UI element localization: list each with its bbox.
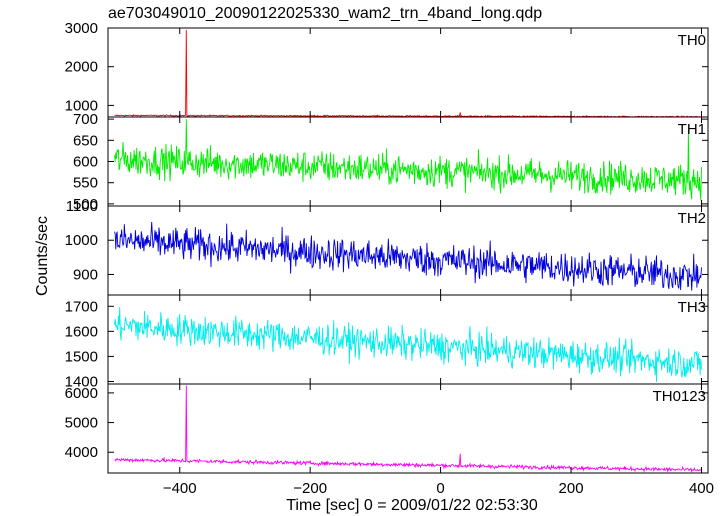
x-axis-label: Time [sec] 0 = 2009/01/22 02:53:30 bbox=[286, 497, 538, 514]
series-line-th1 bbox=[114, 119, 702, 201]
y-tick-label: 600 bbox=[73, 154, 98, 171]
panel-th1: 500 550 600 650 700 TH1 bbox=[73, 111, 709, 213]
y-tick-label: 1100 bbox=[66, 198, 98, 215]
y-tick-label: 1000 bbox=[65, 97, 98, 114]
y-tick-label: 1000 bbox=[65, 232, 98, 249]
x-tick-label: −400 bbox=[163, 480, 197, 497]
series-line-th3 bbox=[114, 307, 702, 382]
y-tick-label: 3000 bbox=[65, 20, 98, 37]
panel-th0123: 4000 5000 6000 TH0123 bbox=[65, 383, 709, 474]
chart-title: ae703049010_20090122025330_wam2_trn_4ban… bbox=[108, 5, 542, 22]
panel-th0: 1000 2000 3000 TH0 bbox=[65, 20, 709, 119]
y-tick-label: 1700 bbox=[65, 298, 98, 315]
y-tick-label: 650 bbox=[73, 132, 98, 149]
y-tick-label: 4000 bbox=[65, 444, 98, 461]
panel-label: TH0123 bbox=[653, 388, 706, 405]
y-tick-label: 700 bbox=[73, 111, 98, 128]
series-line-th0 bbox=[114, 29, 702, 119]
panel-label: TH1 bbox=[678, 121, 706, 138]
y-tick-label: 1600 bbox=[65, 323, 98, 340]
panel-frame bbox=[107, 205, 709, 296]
y-tick-label: 900 bbox=[73, 266, 98, 283]
series-line-th2 bbox=[114, 221, 702, 291]
y-axis-label: Counts/sec bbox=[34, 216, 51, 296]
x-tick-label: −200 bbox=[293, 480, 327, 497]
y-tick-label: 550 bbox=[73, 175, 98, 192]
panel-label: TH0 bbox=[678, 32, 706, 49]
x-tick-label: 0 bbox=[436, 480, 444, 497]
panel-th2: 900 1000 1100 TH2 bbox=[65, 198, 709, 296]
x-tick-label: 200 bbox=[559, 480, 584, 497]
panels: 100020003000TH0500550600650700TH19001000… bbox=[65, 20, 714, 497]
series-line-th0123 bbox=[114, 385, 702, 474]
panel-label: TH3 bbox=[678, 299, 706, 316]
panel-frame bbox=[107, 383, 709, 474]
y-tick-label: 1500 bbox=[65, 348, 98, 365]
panel-label: TH2 bbox=[678, 210, 706, 227]
y-tick-label: 1400 bbox=[65, 373, 98, 390]
y-tick-label: 5000 bbox=[65, 415, 98, 432]
y-tick-label: 6000 bbox=[65, 385, 98, 402]
panel-frame bbox=[107, 27, 709, 118]
x-tick-label: 400 bbox=[689, 480, 714, 497]
y-tick-label: 2000 bbox=[65, 59, 98, 76]
y-tick-label: 500 bbox=[73, 196, 98, 213]
panel-th3: 1400 1500 1600 1700 TH3 bbox=[65, 294, 709, 390]
